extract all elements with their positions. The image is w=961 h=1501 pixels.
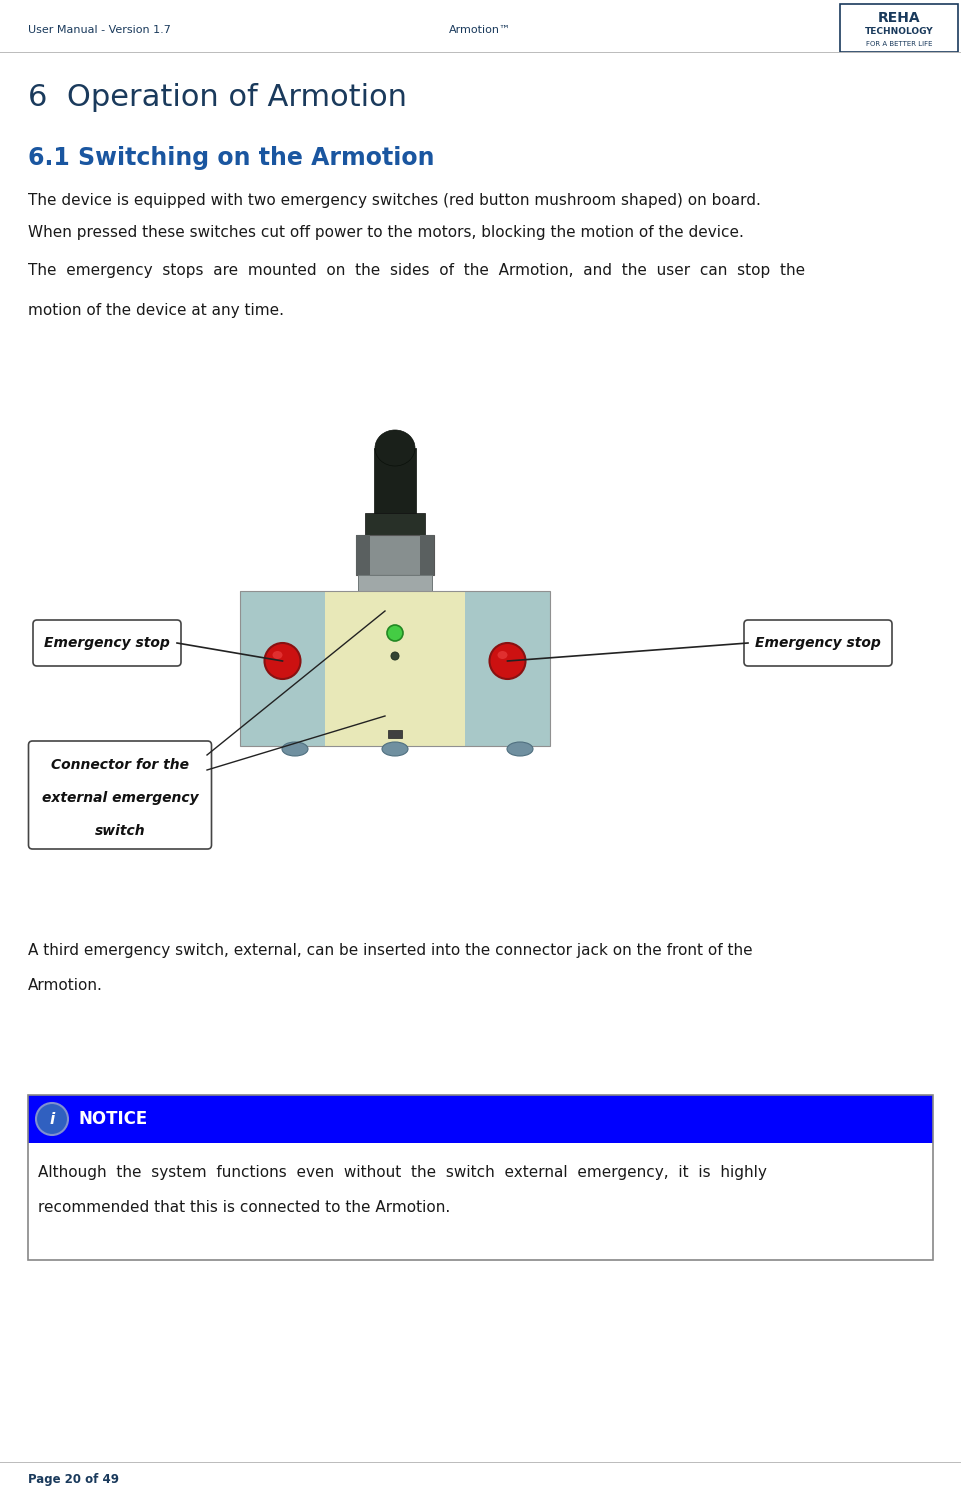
Ellipse shape [498, 651, 507, 659]
Text: external emergency: external emergency [41, 791, 198, 805]
Bar [465, 591, 550, 746]
Text: The  emergency  stops  are  mounted  on  the  sides  of  the  Armotion,  and  th: The emergency stops are mounted on the s… [28, 263, 805, 278]
Bar [28, 1096, 933, 1259]
Text: Emergency stop: Emergency stop [755, 636, 881, 650]
Text: Armotion.: Armotion. [28, 977, 103, 992]
Circle shape [489, 642, 526, 678]
Ellipse shape [282, 741, 308, 757]
Ellipse shape [382, 741, 408, 757]
Bar [28, 1096, 933, 1142]
Text: motion of the device at any time.: motion of the device at any time. [28, 303, 284, 318]
Text: A third emergency switch, external, can be inserted into the connector jack on t: A third emergency switch, external, can … [28, 943, 752, 958]
Circle shape [391, 651, 399, 660]
Text: Armotion™: Armotion™ [449, 26, 511, 35]
FancyBboxPatch shape [29, 741, 211, 850]
FancyBboxPatch shape [33, 620, 181, 666]
Circle shape [387, 624, 403, 641]
Bar [28, 1142, 933, 1259]
Ellipse shape [375, 429, 415, 465]
Text: TECHNOLOGY: TECHNOLOGY [865, 27, 933, 36]
Text: FOR A BETTER LIFE: FOR A BETTER LIFE [866, 41, 932, 47]
Bar [240, 591, 550, 746]
Bar [420, 534, 434, 575]
Bar [388, 729, 402, 738]
Bar [240, 591, 325, 746]
Text: i: i [49, 1112, 55, 1126]
Text: 6.1 Switching on the Armotion: 6.1 Switching on the Armotion [28, 146, 434, 170]
Text: Although  the  system  functions  even  without  the  switch  external  emergenc: Although the system functions even witho… [38, 1165, 767, 1180]
Ellipse shape [273, 651, 283, 659]
Text: switch: switch [95, 824, 145, 838]
Bar [365, 513, 425, 534]
Bar [356, 534, 434, 575]
Text: User Manual - Version 1.7: User Manual - Version 1.7 [28, 26, 171, 35]
Bar [358, 575, 432, 591]
Ellipse shape [507, 741, 533, 757]
Circle shape [36, 1103, 68, 1135]
FancyBboxPatch shape [744, 620, 892, 666]
Text: 6  Operation of Armotion: 6 Operation of Armotion [28, 84, 407, 113]
Text: NOTICE: NOTICE [78, 1111, 147, 1127]
Bar [374, 447, 416, 515]
Circle shape [264, 642, 301, 678]
Text: REHA: REHA [877, 11, 921, 26]
Text: Emergency stop: Emergency stop [44, 636, 170, 650]
Text: Connector for the: Connector for the [51, 758, 189, 772]
Text: When pressed these switches cut off power to the motors, blocking the motion of : When pressed these switches cut off powe… [28, 225, 744, 240]
Text: The device is equipped with two emergency switches (red button mushroom shaped) : The device is equipped with two emergenc… [28, 192, 761, 207]
Bar [325, 591, 465, 746]
Text: recommended that this is connected to the Armotion.: recommended that this is connected to th… [38, 1201, 451, 1216]
Bar [356, 534, 370, 575]
Bar [840, 5, 958, 53]
Text: Page 20 of 49: Page 20 of 49 [28, 1472, 119, 1486]
